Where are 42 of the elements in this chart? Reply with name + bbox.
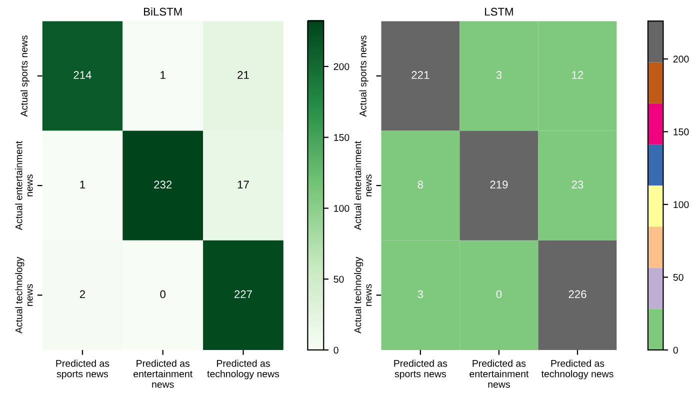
y-tick-label: Actual sports news — [359, 35, 368, 117]
data-label: 219 — [490, 180, 508, 189]
color-bar-label: 150 — [334, 134, 350, 141]
data-label: 221 — [412, 71, 430, 79]
color-bar-label: 50 — [334, 276, 344, 283]
y-tick-label: Actual entertainment news — [354, 141, 372, 230]
color-bar-label: 200 — [334, 63, 350, 70]
data-label: 226 — [568, 290, 586, 298]
color-bar-label: 100 — [334, 204, 350, 212]
color-bar-label: 0 — [673, 346, 678, 354]
chart-title: BiLSTM — [144, 8, 182, 16]
y-tick-label: Actual technology news — [15, 256, 33, 334]
data-label: 2 — [80, 290, 85, 298]
chart-title: LSTM — [485, 8, 513, 16]
data-label: 1 — [80, 180, 86, 188]
x-tick-label: Predicted as technology news — [207, 360, 280, 380]
x-tick-label: Predicted as entertainment news — [470, 360, 529, 388]
data-label: 3 — [418, 290, 424, 298]
data-label: 214 — [74, 71, 92, 79]
data-label: 17 — [238, 180, 249, 188]
data-label: 227 — [234, 290, 252, 298]
color-bar-label: 150 — [674, 128, 689, 136]
x-tick-label: Predicted as entertainment news — [134, 360, 193, 388]
data-label: 0 — [160, 290, 166, 298]
data-label: 0 — [496, 290, 502, 298]
y-tick-label: Actual sports news — [20, 35, 30, 117]
data-label: 21 — [238, 71, 249, 79]
data-label: 23 — [572, 180, 584, 189]
data-label: 1 — [160, 71, 166, 79]
y-tick-label: Actual entertainment news — [15, 141, 33, 230]
data-label: 3 — [496, 71, 502, 79]
x-tick-label: Predicted as sports news — [56, 360, 110, 380]
color-bar-label: 0 — [334, 346, 338, 354]
data-label: 12 — [572, 71, 584, 79]
data-label: 232 — [154, 180, 172, 189]
color-bar-label: 50 — [673, 274, 684, 281]
color-bar-label: 100 — [674, 201, 689, 208]
color-bar-label: 200 — [673, 56, 689, 63]
x-tick-label: Predicted as technology news — [541, 360, 614, 380]
x-tick-label: Predicted as sports news — [394, 360, 448, 380]
y-tick-label: Actual technology news — [354, 256, 372, 334]
data-label: 8 — [418, 180, 424, 189]
